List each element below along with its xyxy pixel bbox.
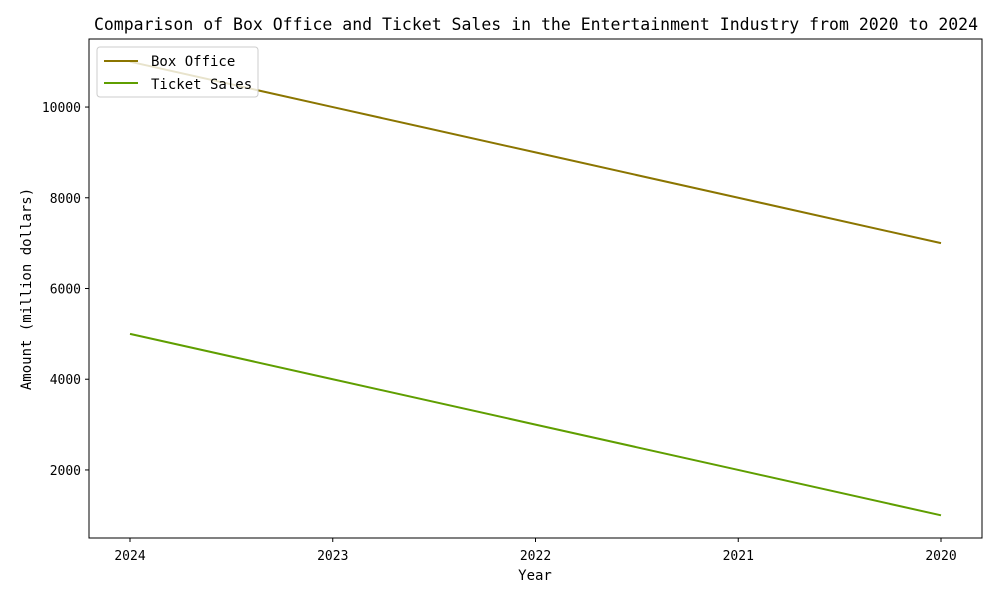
chart-title: Comparison of Box Office and Ticket Sale… — [94, 15, 978, 34]
x-axis: 2024 2023 2022 2021 2020 — [114, 538, 957, 564]
x-tick-label: 2022 — [520, 549, 551, 564]
y-axis-label: Amount (million dollars) — [19, 188, 35, 390]
y-tick-label: 6000 — [50, 283, 81, 298]
legend: Box Office Ticket Sales — [96, 46, 259, 98]
legend-label-ticket-sales: Ticket Sales — [151, 77, 252, 93]
y-tick-label: 10000 — [42, 101, 81, 116]
legend-label-box-office: Box Office — [151, 54, 235, 70]
x-axis-label: Year — [518, 568, 552, 584]
legend-box — [96, 46, 259, 98]
x-tick-label: 2020 — [925, 549, 956, 564]
x-tick-label: 2021 — [723, 549, 754, 564]
series-line-ticket-sales — [129, 332, 942, 517]
plot-area — [88, 38, 983, 539]
y-tick-label: 8000 — [50, 192, 81, 207]
y-axis: 2000 4000 6000 8000 10000 — [42, 101, 89, 479]
x-tick-label: 2024 — [114, 549, 145, 564]
series-line-box-office — [129, 60, 942, 245]
x-tick-label: 2023 — [317, 549, 348, 564]
y-tick-label: 4000 — [50, 373, 81, 388]
y-tick-label: 2000 — [50, 464, 81, 479]
series-lines — [129, 60, 942, 517]
